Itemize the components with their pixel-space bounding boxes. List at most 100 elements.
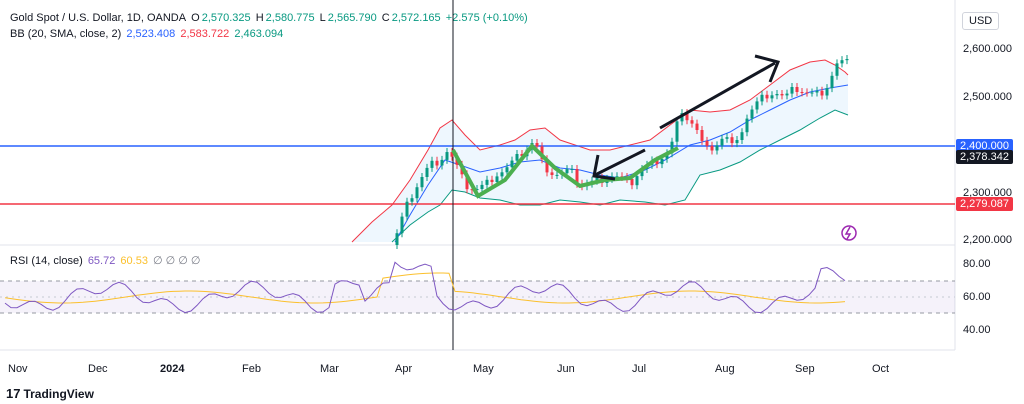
candle-body	[545, 159, 549, 173]
candle-body	[820, 90, 824, 96]
candle-body	[470, 189, 474, 191]
candle-body	[495, 176, 499, 182]
candle-body	[500, 172, 504, 177]
candle-body	[520, 154, 524, 157]
candle-body	[490, 179, 494, 182]
pattern-line-green	[451, 143, 679, 199]
candle-body	[445, 152, 449, 160]
chart-legend: Gold Spot / U.S. Dollar, 1D, OANDA O 2,57…	[10, 12, 530, 24]
bb-mid-value: 2,523.408	[126, 28, 176, 40]
month-dec: Dec	[88, 363, 108, 375]
candle-body	[745, 118, 749, 133]
rsi-value: 65.72	[87, 255, 116, 267]
arrow-up-line	[659, 61, 776, 130]
candle-body	[570, 169, 574, 170]
candle-body	[795, 87, 799, 92]
candle-body	[535, 143, 539, 147]
candle-body	[415, 187, 419, 199]
candle-body	[705, 140, 709, 146]
candle-body	[425, 167, 429, 177]
high-label: H	[255, 12, 264, 24]
price-label-2600: 2,600.000	[963, 43, 1012, 55]
rsi-band-fill	[0, 281, 955, 313]
candle-body	[845, 59, 849, 61]
rsi-axis-60: 60.00	[963, 291, 991, 303]
month-may: May	[473, 363, 494, 375]
candle-body	[450, 152, 454, 157]
symbol-title[interactable]: Gold Spot / U.S. Dollar, 1D, OANDA	[10, 12, 187, 24]
open-value: 2,570.325	[201, 12, 251, 24]
price-label-2500: 2,500.000	[963, 91, 1012, 103]
currency-button[interactable]: USD	[962, 12, 1000, 30]
candle-body	[690, 120, 694, 124]
candle-body	[410, 198, 414, 202]
candle-body	[710, 145, 714, 151]
candle-body	[575, 169, 579, 184]
arrow-up-head	[754, 54, 781, 83]
candle-body	[730, 137, 734, 144]
open-label: O	[191, 12, 200, 24]
candle-body	[770, 95, 774, 99]
rsi-extra: ∅ ∅ ∅ ∅	[153, 255, 201, 267]
candle-body	[595, 177, 599, 181]
candle-body	[810, 92, 814, 94]
candle-body	[675, 121, 679, 142]
low-value: 2,565.790	[327, 12, 377, 24]
candle-body	[505, 167, 509, 173]
bb-legend: BB (20, SMA, close, 2) 2,523.408 2,583.7…	[10, 28, 285, 40]
candle-body	[725, 137, 729, 139]
arrow-down-line	[594, 148, 646, 177]
candle-body	[405, 201, 409, 217]
candle-body	[775, 94, 779, 96]
bb-up-value: 2,583.722	[180, 28, 230, 40]
candle-body	[700, 130, 704, 141]
candle-body	[755, 101, 759, 110]
candle-body	[760, 94, 764, 102]
candle-body	[630, 178, 634, 186]
candle-body	[565, 169, 569, 174]
month-mar: Mar	[320, 363, 339, 375]
close-value: 2,572.165	[391, 12, 441, 24]
candle-body	[790, 87, 794, 94]
month-2024: 2024	[160, 363, 185, 375]
lightning-icon[interactable]	[841, 225, 857, 241]
price-label-2300: 2,300.000	[963, 187, 1012, 199]
rsi-ma-value: 60.53	[120, 255, 148, 267]
candle-body	[780, 94, 784, 96]
candle-body	[785, 93, 789, 96]
candle-body	[715, 145, 719, 151]
tradingview-brand[interactable]: 17 TradingView	[6, 386, 94, 401]
month-oct: Oct	[872, 363, 890, 375]
candle-body	[800, 92, 804, 93]
candle-body	[550, 172, 554, 175]
arrow-down-head	[592, 154, 616, 181]
month-apr: Apr	[395, 363, 413, 375]
candle-body	[395, 233, 399, 245]
high-value: 2,580.775	[265, 12, 315, 24]
candle-body	[430, 160, 434, 168]
price-tag-blue: 2,400.000	[956, 139, 1013, 153]
candle-body	[440, 159, 444, 166]
candle-body	[840, 60, 844, 64]
tradingview-brand-label: TradingView	[23, 386, 94, 401]
bb-label[interactable]: BB (20, SMA, close, 2)	[10, 28, 122, 40]
month-jul: Jul	[632, 363, 647, 375]
month-feb: Feb	[242, 363, 261, 375]
rsi-label[interactable]: RSI (14, close)	[10, 255, 83, 267]
candle-body	[510, 160, 514, 168]
candle-body	[475, 189, 479, 191]
candle-body	[660, 158, 664, 165]
candle-body	[720, 138, 724, 146]
price-tag-current: 2,378.342	[956, 150, 1013, 164]
candle-body	[635, 176, 639, 186]
candle-body	[735, 140, 739, 144]
candle-body	[435, 160, 439, 166]
candle-body	[480, 184, 484, 189]
month-aug: Aug	[715, 363, 735, 375]
rsi-line	[4, 261, 846, 314]
candle-body	[465, 174, 469, 190]
price-label-2200: 2,200.000	[963, 234, 1012, 246]
close-label: C	[381, 12, 390, 24]
candle-body	[765, 94, 769, 99]
